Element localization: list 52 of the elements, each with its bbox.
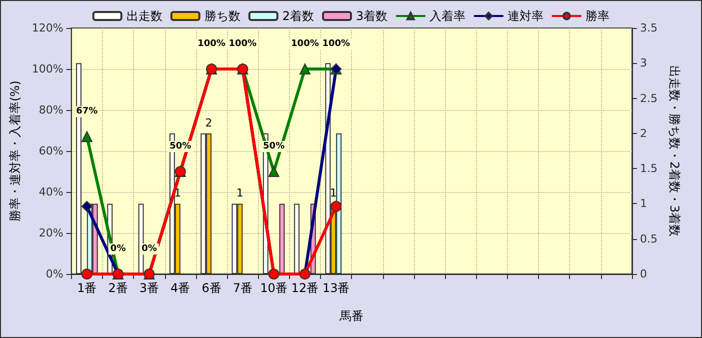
data-label: 100% (322, 39, 350, 49)
legend-label: 勝ち数 (204, 9, 240, 23)
point (81, 268, 92, 280)
x-tick-label: 4番 (170, 281, 190, 295)
y-tick-label: 0% (46, 268, 64, 280)
data-label: 0% (142, 244, 157, 254)
data-label: 67% (76, 106, 98, 117)
y2-tick-label: 3 (640, 56, 647, 70)
point (330, 200, 342, 212)
x-tick-label: 1番 (77, 281, 97, 295)
y-tick-label: 60% (38, 144, 64, 158)
point (299, 64, 310, 74)
x-tick-label: 6番 (202, 281, 222, 295)
data-label: 100% (198, 39, 226, 49)
x-tick-label: 10番 (260, 281, 288, 295)
legend-label: 2着数 (282, 9, 314, 23)
data-label: 50% (170, 142, 192, 152)
x-tick-label: 13番 (322, 281, 350, 295)
legend-label: 連対率 (508, 9, 544, 23)
y2-tick-label: 2.5 (640, 92, 658, 105)
y2-tick-label: 2 (640, 126, 647, 140)
data-label: 50% (263, 142, 285, 152)
data-label: 2 (205, 116, 212, 130)
y-tick-label: 120% (32, 22, 64, 34)
y2-tick-label: 1 (640, 197, 647, 210)
x-axis-title: 馬番 (338, 309, 364, 323)
y-tick-label: 100% (32, 62, 64, 76)
y-tick-label: 80% (38, 104, 64, 116)
y2-tick-label: 3.5 (640, 22, 658, 34)
data-label: 1 (330, 186, 337, 200)
point (81, 131, 92, 142)
point (268, 166, 280, 177)
y-tick-label: 20% (38, 226, 64, 240)
y2-tick-label: 1.5 (640, 162, 658, 176)
y2-axis-title: 出走数・勝ち数・2着数・3着数 (667, 65, 682, 237)
data-label: 100% (291, 39, 319, 49)
data-label: 0% (110, 244, 126, 254)
data-label: 100% (228, 39, 257, 49)
data-label: 1 (236, 186, 244, 200)
x-tick-label: 7番 (232, 281, 252, 295)
legend-label: 入着率 (430, 9, 466, 23)
y2-tick-label: 0 (640, 268, 647, 280)
x-tick-label: 3番 (139, 281, 160, 295)
legend-label: 勝率 (586, 9, 610, 23)
legend-label: 出走数 (126, 9, 162, 23)
y-axis-title: 勝率・連対率・入着率(%) (8, 80, 22, 222)
y-tick-label: 40% (38, 186, 64, 198)
y2-tick-label: 0.5 (640, 232, 658, 246)
point (81, 200, 92, 212)
legend-label: 3着数 (356, 9, 388, 23)
x-tick-label: 12番 (291, 281, 319, 295)
x-tick-label: 2番 (108, 281, 128, 295)
